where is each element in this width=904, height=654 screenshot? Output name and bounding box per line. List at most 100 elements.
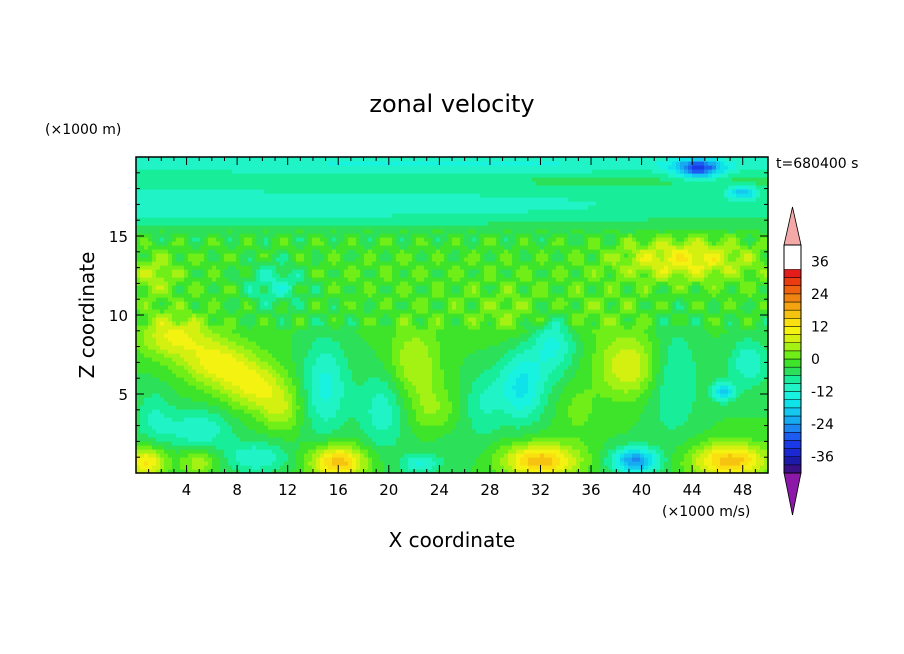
field-cell <box>608 357 613 362</box>
field-cell <box>164 377 169 382</box>
field-cell <box>284 389 289 394</box>
field-cell <box>484 417 489 422</box>
field-cell <box>656 349 661 354</box>
field-cell <box>560 413 565 418</box>
field-cell <box>592 449 597 454</box>
field-cell <box>420 453 425 458</box>
field-cell <box>380 461 385 466</box>
field-cell <box>588 369 593 374</box>
field-cell <box>352 409 357 414</box>
field-cell <box>288 409 293 414</box>
field-cell <box>240 461 245 466</box>
field-cell <box>404 373 409 378</box>
field-cell <box>260 345 265 350</box>
field-cell <box>168 421 173 426</box>
field-cell <box>176 413 181 418</box>
field-cell <box>408 433 413 438</box>
field-cell <box>280 353 285 358</box>
field-cell <box>548 425 553 430</box>
field-cell <box>632 397 637 402</box>
field-cell <box>640 465 645 470</box>
field-cell <box>352 405 357 410</box>
field-cell <box>528 349 533 354</box>
field-cell <box>236 449 241 454</box>
field-cell <box>668 405 673 410</box>
field-cell <box>316 433 321 438</box>
field-cell <box>308 357 313 362</box>
field-cell <box>500 417 505 422</box>
field-cell <box>620 401 625 406</box>
field-cell <box>648 469 653 473</box>
field-cell <box>660 461 665 466</box>
field-cell <box>712 377 717 382</box>
field-cell <box>320 441 325 446</box>
field-cell <box>540 465 545 470</box>
field-cell <box>656 405 661 410</box>
field-cell <box>172 429 177 434</box>
field-cell <box>328 389 333 394</box>
field-cell <box>312 413 317 418</box>
field-cell <box>500 401 505 406</box>
field-cell <box>296 469 301 473</box>
field-cell <box>520 369 525 374</box>
field-cell <box>180 373 185 378</box>
field-cell <box>672 421 677 426</box>
field-cell <box>472 469 477 473</box>
field-cell <box>712 433 717 438</box>
field-cell <box>572 405 577 410</box>
field-cell <box>444 457 449 462</box>
field-cell <box>620 441 625 446</box>
field-cell <box>380 457 385 462</box>
field-cell <box>416 369 421 374</box>
field-cell <box>300 369 305 374</box>
field-cell <box>644 365 649 370</box>
field-cell <box>320 393 325 398</box>
field-cell <box>156 361 161 366</box>
field-cell <box>432 425 437 430</box>
field-cell <box>464 425 469 430</box>
field-cell <box>228 393 233 398</box>
field-cell <box>308 429 313 434</box>
velocity-field <box>136 157 768 473</box>
field-cell <box>572 425 577 430</box>
field-cell <box>688 445 693 450</box>
field-cell <box>548 469 553 473</box>
field-cell <box>608 421 613 426</box>
field-cell <box>424 457 429 462</box>
field-cell <box>332 401 337 406</box>
field-cell <box>144 413 149 418</box>
field-cell <box>544 401 549 406</box>
field-cell <box>568 417 573 422</box>
field-cell <box>316 413 321 418</box>
field-cell <box>588 405 593 410</box>
field-cell <box>156 405 161 410</box>
field-cell <box>376 425 381 430</box>
field-cell <box>516 425 521 430</box>
field-cell <box>308 465 313 470</box>
field-cell <box>220 389 225 394</box>
field-cell <box>260 373 265 378</box>
field-cell <box>236 465 241 470</box>
field-cell <box>572 369 577 374</box>
field-cell <box>500 405 505 410</box>
field-cell <box>268 393 273 398</box>
field-cell <box>328 433 333 438</box>
field-cell <box>596 433 601 438</box>
field-cell <box>616 397 621 402</box>
field-cell <box>200 405 205 410</box>
field-cell <box>640 425 645 430</box>
field-cell <box>724 381 729 386</box>
field-cell <box>456 465 461 470</box>
field-cell <box>316 401 321 406</box>
field-cell <box>256 405 261 410</box>
field-cell <box>600 405 605 410</box>
field-cell <box>728 389 733 394</box>
field-cell <box>304 369 309 374</box>
field-cell <box>568 425 573 430</box>
field-cell <box>612 397 617 402</box>
field-cell <box>184 393 189 398</box>
field-cell <box>604 393 609 398</box>
field-cell <box>376 373 381 378</box>
field-cell <box>680 393 685 398</box>
field-cell <box>232 457 237 462</box>
